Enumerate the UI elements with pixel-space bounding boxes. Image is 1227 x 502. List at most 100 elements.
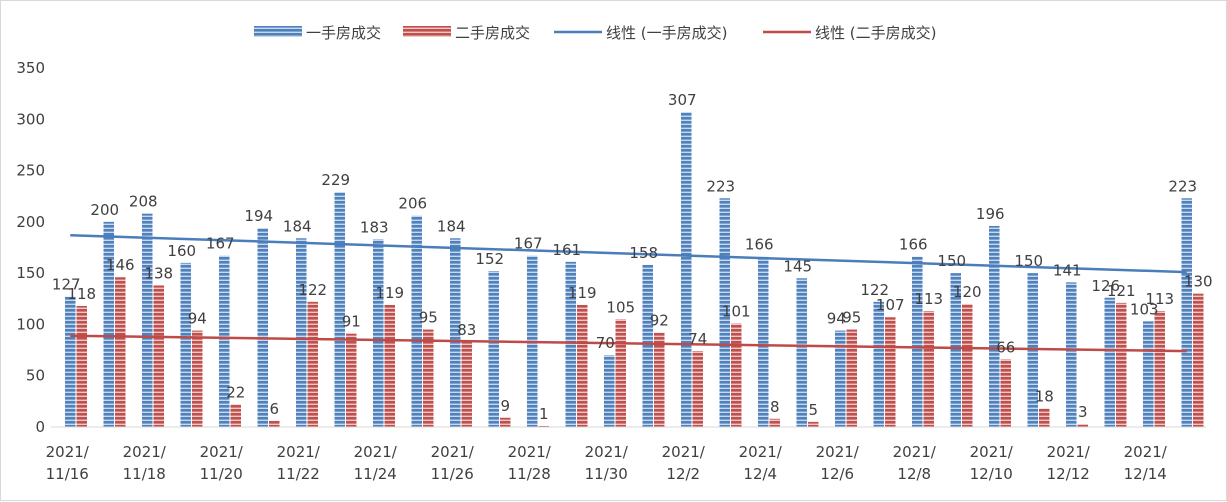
- data-label-second-hand: 107: [876, 296, 905, 314]
- x-tick-label: 2021/: [431, 443, 475, 461]
- bar-second-hand: [615, 319, 626, 427]
- data-label-new-home: 183: [360, 218, 389, 236]
- data-label-new-home: 141: [1053, 261, 1082, 279]
- bar-second-hand: [153, 285, 164, 427]
- bars: [65, 112, 1204, 427]
- trendline-new-home: [70, 233, 1187, 274]
- bar-new-home: [989, 225, 1000, 427]
- bar-second-hand: [538, 425, 549, 427]
- data-label-second-hand: 101: [722, 302, 751, 320]
- x-tick-label: 2021/: [970, 443, 1014, 461]
- data-label-new-home: 223: [1168, 177, 1197, 195]
- bar-second-hand: [423, 329, 434, 427]
- bar-new-home: [411, 215, 422, 427]
- data-label-new-home: 150: [937, 252, 966, 270]
- bar-new-home: [257, 228, 268, 427]
- legend-label: 线性 (二手房成交): [815, 24, 936, 42]
- bar-second-hand: [731, 323, 742, 427]
- data-label-new-home: 152: [475, 250, 504, 268]
- data-label-second-hand: 1: [539, 405, 549, 423]
- bar-second-hand: [1039, 408, 1050, 427]
- trendlines: [70, 233, 1187, 353]
- data-label-second-hand: 113: [914, 290, 943, 308]
- x-tick-label: 2021/: [46, 443, 90, 461]
- bar-second-hand: [461, 341, 472, 427]
- data-label-new-home: 200: [90, 201, 119, 219]
- bar-second-hand: [808, 421, 819, 427]
- data-label-new-home: 161: [552, 241, 581, 259]
- bar-new-home: [296, 238, 307, 427]
- data-label-new-home: 166: [899, 236, 928, 254]
- x-tick-label: 2021/: [816, 443, 860, 461]
- data-label-second-hand: 22: [226, 383, 245, 401]
- x-tick-label: 2021/: [662, 443, 706, 461]
- bar-new-home: [796, 278, 807, 427]
- legend-swatch-second-hand: [403, 26, 451, 37]
- bar-new-home: [1104, 297, 1115, 427]
- bar-new-home: [219, 255, 230, 427]
- data-label-new-home: 184: [283, 217, 312, 235]
- data-label-new-home: 150: [1014, 252, 1043, 270]
- data-label-new-home: 184: [437, 217, 466, 235]
- data-label-new-home: 223: [706, 177, 735, 195]
- bar-second-hand: [923, 311, 934, 427]
- bar-new-home: [604, 355, 615, 427]
- x-tick-label: 2021/: [585, 443, 629, 461]
- x-tick-label: 2021/: [200, 443, 244, 461]
- data-label-new-home: 126: [1091, 277, 1120, 295]
- bar-second-hand: [846, 329, 857, 427]
- data-label-new-home: 167: [206, 235, 235, 253]
- x-tick-label: 12/10: [970, 465, 1013, 483]
- y-tick-label: 100: [16, 315, 45, 333]
- data-label-new-home: 194: [244, 207, 273, 225]
- data-label-new-home: 229: [321, 171, 350, 189]
- legend-label: 线性 (一手房成交): [606, 24, 727, 42]
- data-label-new-home: 122: [860, 281, 889, 299]
- data-label-new-home: 160: [167, 242, 196, 260]
- data-label-new-home: 196: [976, 205, 1005, 223]
- x-tick-label: 11/24: [354, 465, 397, 483]
- bar-second-hand: [577, 304, 588, 427]
- data-label-second-hand: 119: [375, 284, 404, 302]
- data-label-second-hand: 105: [606, 298, 635, 316]
- x-tick-label: 12/14: [1124, 465, 1167, 483]
- x-axis: 2021/11/16 2021/11/18 2021/11/20 2021/11/22…: [46, 426, 1206, 483]
- data-label-second-hand: 74: [688, 330, 707, 348]
- data-label-second-hand: 120: [953, 283, 982, 301]
- data-label-new-home: 127: [52, 276, 81, 294]
- bar-new-home: [65, 296, 76, 427]
- y-tick-label: 250: [16, 162, 45, 180]
- x-tick-label: 2021/: [277, 443, 321, 461]
- x-tick-label: 12/6: [820, 465, 854, 483]
- legend: 一手房成交 二手房成交 线性 (一手房成交) 线性 (二手房成交): [254, 24, 936, 42]
- x-tick-label: 12/12: [1047, 465, 1090, 483]
- x-tick-label: 2021/: [893, 443, 937, 461]
- trendline-second-hand: [70, 334, 1187, 353]
- x-tick-label: 2021/: [1124, 443, 1168, 461]
- y-tick-label: 150: [16, 264, 45, 282]
- bar-new-home: [488, 271, 499, 427]
- legend-label: 一手房成交: [306, 24, 381, 42]
- bar-second-hand: [76, 305, 87, 427]
- data-label-second-hand: 9: [500, 397, 510, 415]
- bar-new-home: [1066, 282, 1077, 427]
- bar-second-hand: [962, 303, 973, 427]
- bar-new-home: [1143, 321, 1154, 427]
- bar-new-home: [642, 264, 653, 427]
- data-label-second-hand: 95: [419, 309, 438, 327]
- bar-new-home: [565, 261, 576, 427]
- data-label-second-hand: 94: [188, 310, 207, 328]
- bar-new-home: [1181, 198, 1192, 427]
- x-tick-label: 2021/: [1047, 443, 1091, 461]
- data-label-new-home: 94: [827, 310, 846, 328]
- data-label-second-hand: 146: [106, 256, 135, 274]
- bar-second-hand: [192, 330, 203, 427]
- bar-second-hand: [654, 332, 665, 427]
- x-tick-label: 11/20: [200, 465, 243, 483]
- bar-second-hand: [307, 301, 318, 427]
- data-label-second-hand: 3: [1078, 403, 1088, 421]
- bar-second-hand: [1154, 311, 1165, 427]
- data-label-second-hand: 122: [298, 281, 327, 299]
- data-label-new-home: 166: [745, 236, 774, 254]
